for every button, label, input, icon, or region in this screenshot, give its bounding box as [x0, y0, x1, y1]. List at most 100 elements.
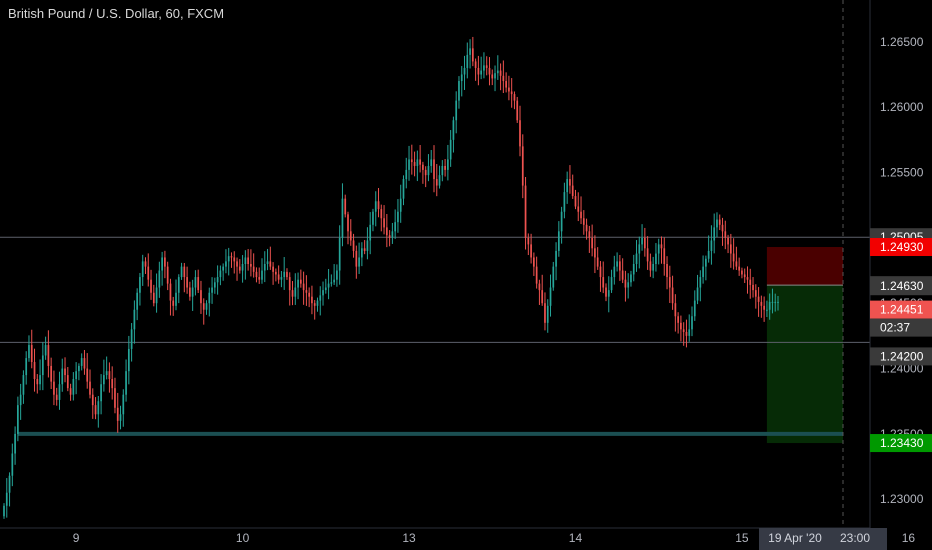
- candle-body: [533, 257, 535, 267]
- candle-body: [710, 240, 713, 251]
- candle-body: [103, 375, 105, 385]
- candle-body: [250, 264, 252, 267]
- candle-body: [119, 414, 122, 421]
- candle-body: [333, 279, 335, 283]
- candle-body: [563, 192, 566, 212]
- price-tick-label: 1.26000: [880, 100, 924, 114]
- candle-body: [302, 283, 305, 291]
- candle-body: [64, 368, 66, 376]
- candle-body: [89, 381, 91, 395]
- candle-body: [369, 224, 372, 241]
- candle-body: [508, 87, 510, 92]
- candle-body: [447, 159, 449, 170]
- candle-body: [713, 227, 716, 241]
- candle-body: [391, 231, 394, 238]
- candle-body: [211, 287, 213, 293]
- candle-body: [114, 388, 116, 408]
- candle-body: [50, 365, 53, 382]
- candle-body: [766, 309, 768, 311]
- stop-badge-label: 1.24930: [880, 240, 924, 254]
- candle-body: [383, 218, 385, 228]
- candle-body: [347, 214, 349, 232]
- target-zone: [766, 285, 843, 444]
- candle-body: [305, 290, 308, 293]
- target-badge-box: [870, 434, 932, 453]
- time-tick-label: 10: [236, 531, 250, 545]
- candle-body: [474, 61, 477, 68]
- candle-body: [582, 218, 585, 225]
- candle-body: [768, 301, 771, 310]
- candle-body: [424, 169, 427, 176]
- candle-body: [377, 201, 380, 210]
- candle-body: [344, 198, 347, 215]
- candle-body: [388, 235, 391, 238]
- candle-body: [141, 261, 144, 278]
- candle-body: [524, 185, 527, 238]
- candle-body: [108, 371, 111, 380]
- candle-body: [366, 240, 369, 251]
- candle-body: [449, 139, 452, 160]
- candle-body: [299, 279, 302, 284]
- candle-body: [660, 244, 663, 249]
- candle-body: [17, 405, 19, 434]
- position-zones[interactable]: [766, 247, 843, 444]
- candle-body: [252, 266, 255, 272]
- candle-body: [283, 271, 286, 278]
- time-axis[interactable]: 9101314151617: [73, 531, 932, 545]
- candle-body: [111, 379, 114, 389]
- candle-body: [502, 75, 505, 82]
- line-badge-2-label: 1.24200: [880, 349, 924, 363]
- candle-body: [591, 237, 593, 249]
- candle-body: [427, 165, 430, 176]
- candle-body: [272, 266, 274, 272]
- candle-body: [44, 345, 47, 356]
- candle-body: [535, 266, 538, 284]
- line-badge-2-box: [870, 347, 932, 366]
- candle-body: [125, 371, 127, 395]
- candle-body: [358, 257, 360, 267]
- candle-body: [55, 394, 58, 400]
- candle-body: [527, 237, 530, 245]
- chart-title: British Pound / U.S. Dollar, 60, FXCM: [8, 6, 225, 21]
- candle-body: [707, 250, 710, 259]
- price-tick-label: 1.23000: [880, 492, 924, 506]
- candle-body: [444, 165, 446, 170]
- candle-body: [361, 248, 363, 258]
- candle-body: [225, 261, 227, 267]
- candle-body: [275, 271, 277, 275]
- candle-body: [752, 284, 754, 291]
- candle-body: [330, 282, 333, 284]
- candle-body: [530, 244, 532, 258]
- candle-body: [655, 253, 657, 264]
- candle-body: [691, 316, 693, 330]
- candle-body: [549, 287, 552, 306]
- candle-body: [718, 219, 721, 225]
- candle-body: [624, 279, 627, 288]
- candle-body: [5, 492, 8, 506]
- candle-body: [602, 277, 605, 288]
- candle-body: [619, 261, 621, 271]
- candle-body: [702, 266, 704, 278]
- countdown-badge-label: 02:37: [880, 321, 910, 335]
- candle-body: [372, 211, 374, 225]
- candle-body: [338, 237, 341, 271]
- candle-body: [222, 266, 225, 271]
- candle-body: [100, 384, 102, 402]
- candle-body: [452, 120, 455, 140]
- candle-body: [349, 231, 352, 241]
- candle-body: [311, 296, 313, 304]
- candle-body: [521, 146, 524, 186]
- candle-body: [485, 65, 488, 68]
- candle-body: [286, 271, 288, 278]
- candle-body: [705, 258, 707, 267]
- candle-body: [616, 261, 618, 267]
- candle-body: [280, 277, 283, 280]
- candle-body: [25, 358, 28, 376]
- candle-body: [438, 175, 441, 186]
- candle-body: [771, 301, 774, 303]
- candle-body: [605, 287, 607, 297]
- candle-body: [94, 405, 97, 415]
- candle-body: [244, 257, 247, 264]
- candle-body: [585, 224, 588, 232]
